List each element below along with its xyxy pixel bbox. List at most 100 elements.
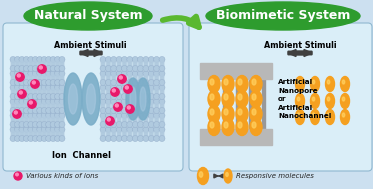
Circle shape <box>143 70 149 77</box>
Circle shape <box>32 126 38 132</box>
Circle shape <box>15 108 21 114</box>
Circle shape <box>56 60 60 64</box>
Circle shape <box>101 77 105 81</box>
Bar <box>200 63 272 79</box>
Circle shape <box>15 116 19 121</box>
Circle shape <box>32 122 38 128</box>
Circle shape <box>11 64 15 67</box>
Ellipse shape <box>310 109 320 125</box>
Circle shape <box>127 57 133 63</box>
Circle shape <box>33 105 37 109</box>
Circle shape <box>154 108 160 114</box>
Circle shape <box>38 105 42 109</box>
Circle shape <box>111 57 117 63</box>
Circle shape <box>60 119 64 123</box>
Circle shape <box>106 102 110 106</box>
Circle shape <box>159 94 165 99</box>
Circle shape <box>41 84 47 91</box>
Ellipse shape <box>236 105 248 122</box>
Circle shape <box>112 133 116 138</box>
Circle shape <box>128 133 132 138</box>
Ellipse shape <box>252 109 256 115</box>
Circle shape <box>111 66 117 71</box>
Ellipse shape <box>208 105 220 122</box>
Circle shape <box>144 91 148 95</box>
Circle shape <box>112 60 116 64</box>
Circle shape <box>19 57 25 63</box>
Circle shape <box>37 70 43 77</box>
Circle shape <box>117 77 121 81</box>
Circle shape <box>28 108 34 114</box>
Circle shape <box>138 102 142 106</box>
Circle shape <box>60 116 64 121</box>
Circle shape <box>42 88 46 92</box>
Circle shape <box>100 122 106 128</box>
Circle shape <box>138 119 142 123</box>
Circle shape <box>51 130 55 135</box>
Ellipse shape <box>238 122 242 128</box>
Circle shape <box>148 84 154 91</box>
Circle shape <box>33 91 37 95</box>
Circle shape <box>155 119 159 123</box>
Circle shape <box>133 133 137 138</box>
Circle shape <box>138 126 144 132</box>
Circle shape <box>29 133 33 138</box>
Circle shape <box>42 91 46 95</box>
Circle shape <box>15 119 19 123</box>
Circle shape <box>51 105 55 109</box>
Circle shape <box>106 88 110 92</box>
Circle shape <box>38 133 42 138</box>
Circle shape <box>149 133 153 138</box>
Circle shape <box>148 66 154 71</box>
Circle shape <box>155 74 159 78</box>
Circle shape <box>29 60 33 64</box>
Circle shape <box>33 64 37 67</box>
Circle shape <box>17 74 20 77</box>
Circle shape <box>101 88 105 92</box>
Circle shape <box>148 112 154 119</box>
Circle shape <box>11 133 15 138</box>
Text: Artificial
Nanopore
or
Artificial
Nanochannel: Artificial Nanopore or Artificial Nanoch… <box>278 79 331 119</box>
Circle shape <box>51 119 55 123</box>
Circle shape <box>160 74 164 78</box>
Circle shape <box>54 122 60 128</box>
Circle shape <box>37 108 43 114</box>
Circle shape <box>54 108 60 114</box>
Circle shape <box>19 91 22 94</box>
Circle shape <box>56 77 60 81</box>
Circle shape <box>47 60 51 64</box>
Circle shape <box>155 60 159 64</box>
Circle shape <box>15 80 21 85</box>
Circle shape <box>41 57 47 63</box>
Circle shape <box>116 57 122 63</box>
Circle shape <box>11 88 15 92</box>
Circle shape <box>59 70 65 77</box>
Circle shape <box>105 112 112 119</box>
Circle shape <box>106 116 110 121</box>
Ellipse shape <box>342 113 345 117</box>
Circle shape <box>112 116 116 121</box>
Circle shape <box>24 91 28 95</box>
Ellipse shape <box>222 91 234 108</box>
Circle shape <box>127 112 133 119</box>
Circle shape <box>56 133 60 138</box>
Circle shape <box>23 66 29 71</box>
Circle shape <box>37 94 43 99</box>
Circle shape <box>50 98 56 105</box>
Circle shape <box>19 94 25 99</box>
Circle shape <box>105 66 112 71</box>
Ellipse shape <box>24 2 152 30</box>
Circle shape <box>20 60 24 64</box>
Circle shape <box>105 70 112 77</box>
Circle shape <box>122 88 126 92</box>
Circle shape <box>132 57 138 63</box>
Bar <box>235 79 238 129</box>
Circle shape <box>144 102 148 106</box>
Circle shape <box>19 108 25 114</box>
Circle shape <box>132 84 138 91</box>
Circle shape <box>105 57 112 63</box>
Circle shape <box>15 98 21 105</box>
Circle shape <box>133 77 137 81</box>
Circle shape <box>19 66 25 71</box>
Circle shape <box>143 122 149 128</box>
